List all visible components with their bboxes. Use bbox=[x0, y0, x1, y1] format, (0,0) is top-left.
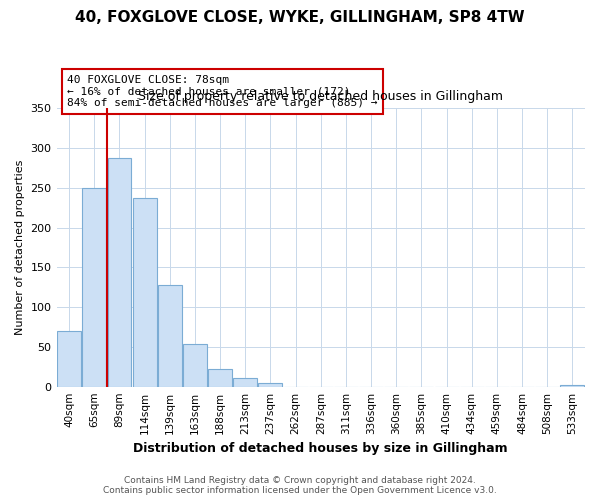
Y-axis label: Number of detached properties: Number of detached properties bbox=[15, 160, 25, 335]
Text: 40 FOXGLOVE CLOSE: 78sqm
← 16% of detached houses are smaller (172)
84% of semi-: 40 FOXGLOVE CLOSE: 78sqm ← 16% of detach… bbox=[67, 75, 377, 108]
Bar bbox=[560, 385, 584, 386]
Bar bbox=[183, 344, 207, 386]
Bar bbox=[107, 158, 131, 386]
X-axis label: Distribution of detached houses by size in Gillingham: Distribution of detached houses by size … bbox=[133, 442, 508, 455]
Bar bbox=[158, 285, 182, 386]
Title: Size of property relative to detached houses in Gillingham: Size of property relative to detached ho… bbox=[138, 90, 503, 103]
Bar bbox=[82, 188, 106, 386]
Bar bbox=[233, 378, 257, 386]
Text: Contains HM Land Registry data © Crown copyright and database right 2024.
Contai: Contains HM Land Registry data © Crown c… bbox=[103, 476, 497, 495]
Bar bbox=[133, 198, 157, 386]
Bar bbox=[259, 382, 283, 386]
Bar bbox=[208, 369, 232, 386]
Text: 40, FOXGLOVE CLOSE, WYKE, GILLINGHAM, SP8 4TW: 40, FOXGLOVE CLOSE, WYKE, GILLINGHAM, SP… bbox=[75, 10, 525, 25]
Bar bbox=[57, 331, 81, 386]
